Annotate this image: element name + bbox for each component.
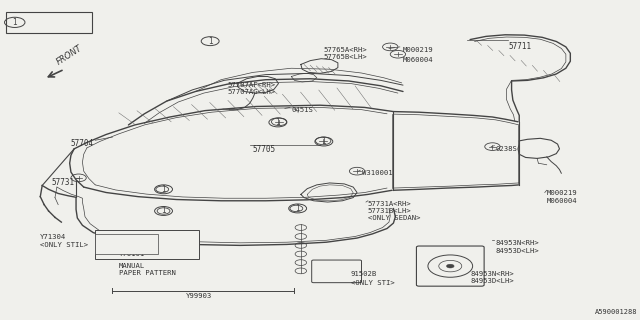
Text: FRONT: FRONT xyxy=(55,43,84,67)
Text: MANUAL
PAPER PATTERN: MANUAL PAPER PATTERN xyxy=(119,263,176,276)
Text: 57704: 57704 xyxy=(70,139,93,148)
Text: M000219: M000219 xyxy=(403,47,434,53)
Text: Y76101: Y76101 xyxy=(119,251,145,257)
Text: 57731A<RH>
57731B<LH>
<ONLY SEDAN>: 57731A<RH> 57731B<LH> <ONLY SEDAN> xyxy=(368,201,420,221)
Text: Y99903: Y99903 xyxy=(186,293,212,299)
Text: 1: 1 xyxy=(275,118,280,127)
Text: 1: 1 xyxy=(161,185,166,194)
Circle shape xyxy=(447,264,454,268)
Text: 57707AF<RH>
57707AG<LH>: 57707AF<RH> 57707AG<LH> xyxy=(227,82,276,95)
Text: M000219
M060004: M000219 M060004 xyxy=(547,190,577,204)
Text: 1: 1 xyxy=(208,37,212,46)
Text: Y71304: Y71304 xyxy=(40,234,67,240)
Text: 84953N<RH>
84953D<LH>: 84953N<RH> 84953D<LH> xyxy=(495,240,540,253)
Text: 84953N<RH>
84953D<LH>: 84953N<RH> 84953D<LH> xyxy=(470,271,514,284)
FancyBboxPatch shape xyxy=(312,260,362,283)
Bar xyxy=(6,12,92,33)
FancyBboxPatch shape xyxy=(417,246,484,286)
Text: 57731: 57731 xyxy=(51,178,74,187)
Text: <ONLY STIL>: <ONLY STIL> xyxy=(40,242,88,248)
Text: <ONLY STI>: <ONLY STI> xyxy=(351,280,394,286)
Text: 0451S: 0451S xyxy=(291,108,313,113)
Text: M060004: M060004 xyxy=(403,57,434,63)
Text: A590001288: A590001288 xyxy=(595,309,637,316)
Text: 91502B: 91502B xyxy=(351,271,377,277)
Text: 1: 1 xyxy=(295,204,300,213)
Text: W310001: W310001 xyxy=(362,170,392,176)
Text: 1: 1 xyxy=(12,18,17,27)
Bar xyxy=(95,234,158,254)
Text: 1: 1 xyxy=(321,137,326,146)
Text: 57711: 57711 xyxy=(508,42,531,51)
Text: 57765A<RH>
57765B<LH>: 57765A<RH> 57765B<LH> xyxy=(323,47,367,60)
Bar xyxy=(95,230,198,260)
Text: W140007: W140007 xyxy=(31,17,72,28)
Text: 57705: 57705 xyxy=(253,145,276,154)
Text: 1: 1 xyxy=(161,206,166,215)
Text: 0238S: 0238S xyxy=(495,146,518,152)
